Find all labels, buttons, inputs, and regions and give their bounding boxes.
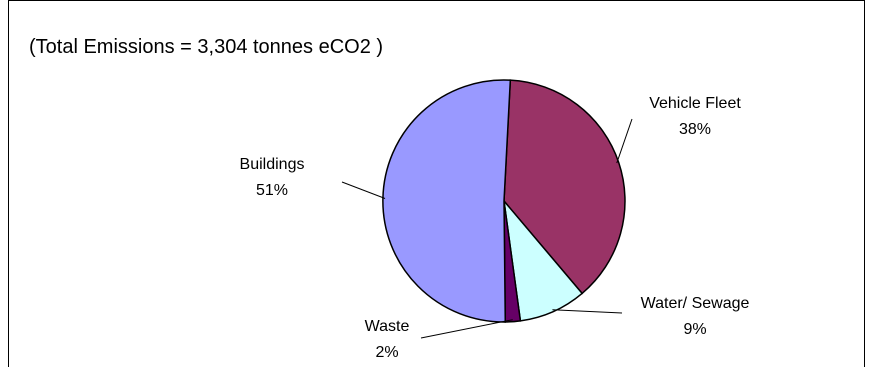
leader-line [420,319,513,339]
slice-name-label: Water/ Sewage [641,295,750,312]
leader-line [616,118,633,164]
slice-name-label: Buildings [240,156,305,173]
leader-line [341,181,386,199]
pie-slice-vehicle-fleet [503,79,626,295]
leader-line [552,309,623,314]
slice-percent-label: 2% [375,344,398,361]
slice-percent-label: 51% [256,182,288,199]
chart-subtitle: (Total Emissions = 3,304 tonnes eCO2 ) [29,36,383,58]
slice-name-label: Waste [365,318,410,335]
slice-percent-label: 38% [679,121,711,138]
slice-name-label: Vehicle Fleet [649,95,741,112]
pie-slice-buildings [382,79,512,323]
pie-chart: (Total Emissions = 3,304 tonnes eCO2 ) V… [29,36,750,361]
slice-percent-label: 9% [683,321,706,338]
chart-area: (Total Emissions = 3,304 tonnes eCO2 ) V… [8,0,865,367]
